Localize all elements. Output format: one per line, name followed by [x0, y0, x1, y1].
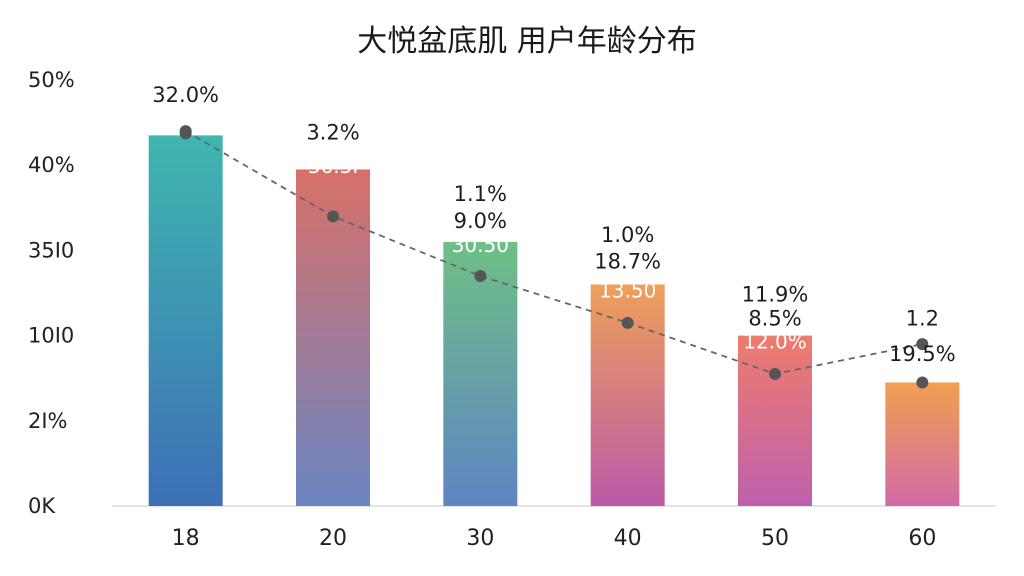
y-tick-label: 50% — [28, 68, 75, 92]
trend-point-40 — [621, 316, 634, 329]
y-axis-ticks: 0K 2I% 10I0 35I0 40% 50% — [28, 68, 75, 518]
bar-18 — [148, 135, 223, 506]
bar-20 — [296, 169, 370, 506]
data-label: 8.5% — [748, 306, 801, 330]
x-tick-label: 50 — [761, 526, 789, 551]
data-label: 19.5% — [889, 342, 956, 366]
data-label: 3.2% — [306, 121, 359, 145]
x-axis-ticks: 18 20 30 40 50 60 — [172, 526, 937, 551]
data-label: 32.0% — [152, 83, 219, 107]
y-tick-label: 0K — [28, 494, 56, 518]
trend-point-60 — [916, 338, 929, 351]
chart-title: 大悦盆底肌 用户年龄分布 — [357, 24, 697, 59]
bar-60 — [885, 382, 960, 506]
bars — [148, 135, 960, 506]
data-label: 1.1% — [454, 182, 507, 206]
y-tick-label: 40% — [28, 153, 75, 177]
trend-line — [185, 130, 923, 375]
bar-top-point-18 — [179, 127, 192, 140]
trend-point-30 — [474, 269, 487, 282]
data-labels: 32.0% 3.2% 36.5I 1.1% 9.0%30.50 1.0%18.7% 13.5… — [152, 83, 955, 366]
trend-point-50 — [769, 367, 781, 380]
x-tick-label: 60 — [908, 526, 936, 551]
x-tick-label: 18 — [172, 526, 200, 551]
y-tick-label: 2I% — [28, 409, 68, 433]
y-tick-label: 10I0 — [28, 324, 74, 348]
trend-points — [179, 125, 929, 389]
data-label: 11.9% — [742, 283, 809, 307]
bar-top-point-60 — [916, 376, 929, 389]
bar-50 — [738, 335, 812, 506]
x-tick-label: 20 — [319, 526, 347, 551]
x-tick-label: 30 — [466, 526, 494, 551]
y-tick-label: 35I0 — [28, 238, 74, 262]
trend-point-20 — [327, 210, 339, 223]
bar-30 — [443, 241, 518, 506]
data-label: 13.50 — [599, 278, 656, 302]
data-label: 18.7% — [594, 249, 661, 273]
x-tick-label: 40 — [614, 526, 642, 551]
data-label: 9.0% — [454, 209, 507, 233]
data-label: 1.2 — [906, 306, 939, 330]
data-label: 1.0% — [601, 223, 654, 247]
data-label: 36.5I — [308, 154, 358, 178]
data-label: 12.0% — [743, 329, 807, 353]
data-label: 30.50 — [452, 233, 509, 257]
